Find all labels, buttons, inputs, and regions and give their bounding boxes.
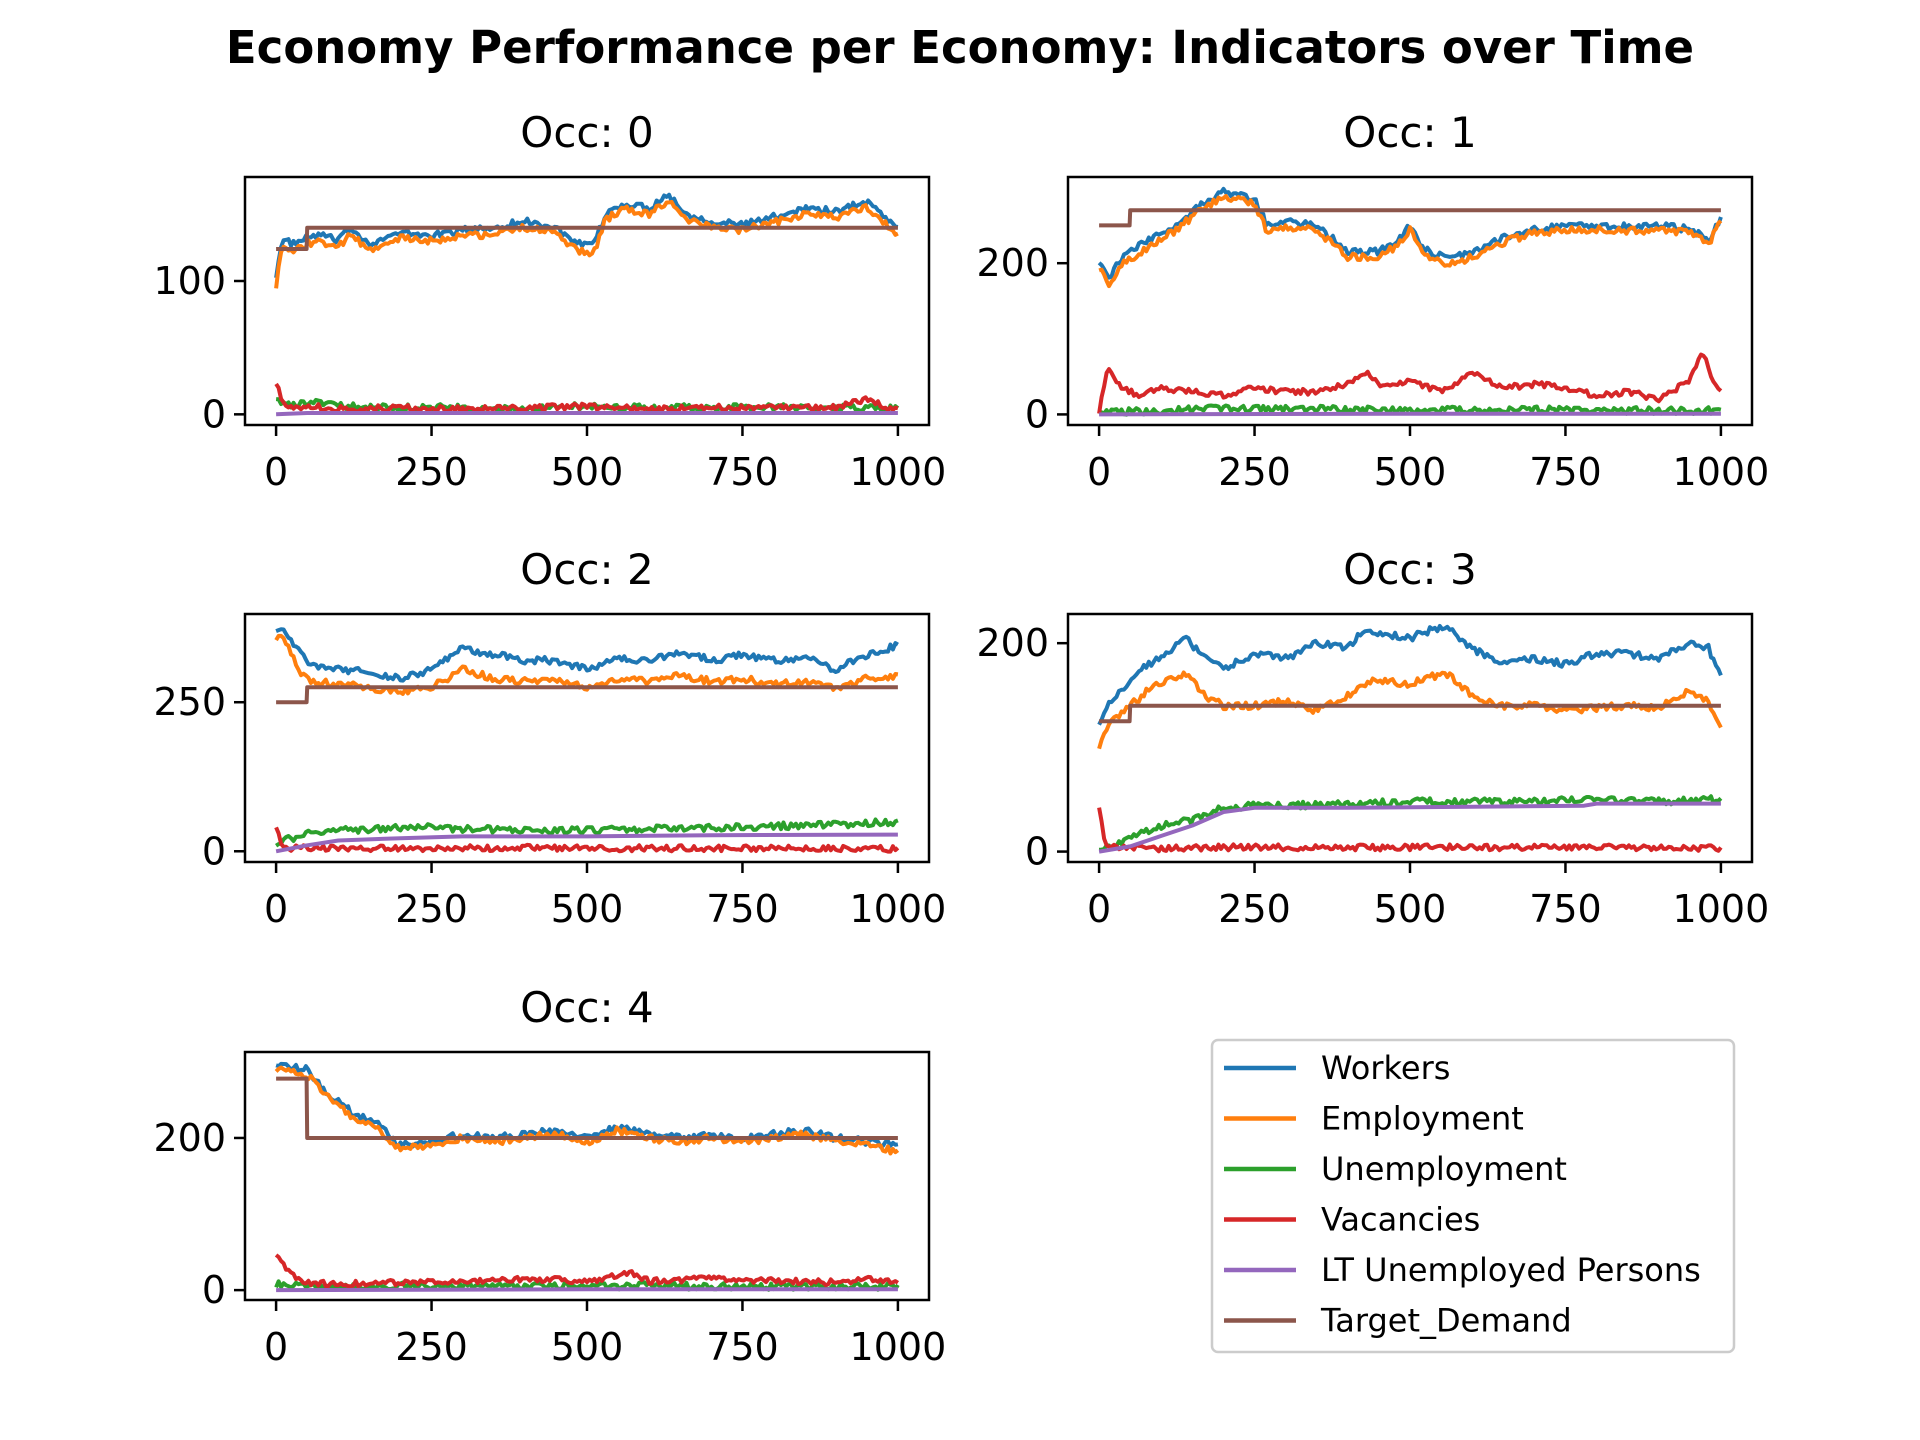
series-line-target-demand <box>1099 703 1721 724</box>
series-line-lt-unemployed-persons <box>1099 411 1721 417</box>
series-line-lt-unemployed-persons <box>1098 801 1721 854</box>
series-line-target-demand <box>276 1076 898 1140</box>
series-line-vacancies <box>1097 352 1723 414</box>
legend-box <box>1210 1038 1736 1354</box>
subplot-title: Occ: 2 <box>520 545 653 594</box>
subplot-occ-3: Occ: 3 0 250 500 750 1000 0 200 <box>976 545 1769 931</box>
x-tick-label: 750 <box>706 887 779 931</box>
x-tick-label: 0 <box>264 887 288 931</box>
legend-label-vacancies: Vacancies <box>1321 1201 1480 1239</box>
y-tick-label: 100 <box>153 259 226 303</box>
series-line-lt-unemployed-persons <box>276 411 898 417</box>
legend: Workers Employment Unemployment Vacancies LT… <box>1210 1038 1736 1354</box>
x-tick-label: 500 <box>551 450 624 494</box>
series-line-vacancies <box>274 826 900 854</box>
subplot-grid: Occ: 0 0 250 500 750 1000 0 100 Occ: 1 0 250 500 750… <box>153 108 1769 1369</box>
legend-label-workers: Workers <box>1321 1049 1450 1087</box>
series-line-target-demand <box>1099 208 1721 228</box>
x-tick-label: 0 <box>1087 887 1111 931</box>
subplot-occ-1: Occ: 1 0 250 500 750 1000 0 200 <box>976 108 1769 494</box>
x-tick-label: 750 <box>1529 887 1602 931</box>
series-line-unemployment <box>275 817 899 848</box>
x-tick-label: 750 <box>1529 450 1602 494</box>
subplot-occ-2: Occ: 2 0 250 500 750 1000 0 250 <box>153 545 946 931</box>
legend-label-lt-unemployed-persons: LT Unemployed Persons <box>1321 1251 1701 1289</box>
x-tick-label: 250 <box>1218 887 1291 931</box>
series-line-vacancies <box>274 1253 900 1289</box>
x-tick-label: 250 <box>395 887 468 931</box>
x-tick-label: 500 <box>551 887 624 931</box>
y-tick-label: 250 <box>153 680 226 724</box>
y-tick-label: 0 <box>202 829 226 873</box>
legend-label-target-demand: Target_Demand <box>1320 1302 1572 1340</box>
subplot-title: Occ: 4 <box>520 983 653 1032</box>
y-tick-label: 200 <box>976 241 1049 285</box>
series-line-unemployment <box>1097 403 1722 417</box>
series-line-lt-unemployed-persons <box>276 1287 898 1293</box>
figure-title: Economy Performance per Economy: Indicat… <box>226 21 1694 74</box>
x-tick-label: 0 <box>264 450 288 494</box>
x-tick-label: 500 <box>551 1325 624 1369</box>
subplot-occ-4: Occ: 4 0 250 500 750 1000 0 200 <box>153 983 946 1369</box>
series-line-employment <box>274 1065 900 1156</box>
x-tick-label: 250 <box>395 1325 468 1369</box>
series-line-employment <box>274 199 899 289</box>
x-tick-label: 750 <box>706 1325 779 1369</box>
series-line-employment <box>1097 670 1723 750</box>
y-tick-label: 0 <box>1025 392 1049 436</box>
y-tick-label: 0 <box>1025 830 1049 874</box>
x-tick-label: 500 <box>1374 450 1447 494</box>
subplot-title: Occ: 3 <box>1343 545 1476 594</box>
x-tick-label: 500 <box>1374 887 1447 931</box>
x-tick-label: 1000 <box>1673 887 1770 931</box>
subplot-title: Occ: 0 <box>520 108 653 157</box>
x-tick-label: 250 <box>395 450 468 494</box>
series-line-target-demand <box>276 225 898 251</box>
x-tick-label: 1000 <box>850 887 947 931</box>
x-tick-label: 750 <box>706 450 779 494</box>
series-line-employment <box>274 633 899 696</box>
y-tick-label: 200 <box>976 621 1049 665</box>
series-line-workers <box>275 627 899 683</box>
series-line-workers <box>274 192 899 279</box>
x-tick-label: 0 <box>264 1325 288 1369</box>
x-tick-label: 250 <box>1218 450 1291 494</box>
y-tick-label: 0 <box>202 1268 226 1312</box>
series-line-vacancies <box>1097 807 1723 854</box>
y-tick-label: 0 <box>202 392 226 436</box>
x-tick-label: 0 <box>1087 450 1111 494</box>
series-line-target-demand <box>276 685 898 705</box>
subplot-title: Occ: 1 <box>1343 108 1476 157</box>
y-tick-label: 200 <box>153 1116 226 1160</box>
x-tick-label: 1000 <box>850 450 947 494</box>
series-line-lt-unemployed-persons <box>275 832 898 854</box>
x-tick-label: 1000 <box>850 1325 947 1369</box>
x-tick-label: 1000 <box>1673 450 1770 494</box>
legend-label-unemployment: Unemployment <box>1321 1150 1567 1188</box>
legend-label-employment: Employment <box>1321 1100 1524 1138</box>
series-line-workers <box>1097 624 1723 726</box>
subplot-occ-0: Occ: 0 0 250 500 750 1000 0 100 <box>153 108 946 494</box>
series-line-vacancies <box>274 382 899 414</box>
